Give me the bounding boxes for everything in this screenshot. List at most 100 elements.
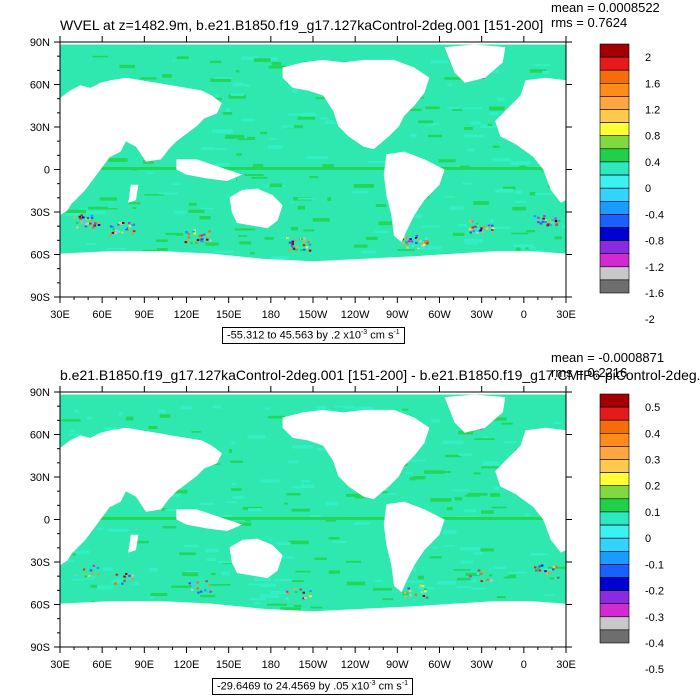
hotspot-pixel (410, 240, 414, 243)
field-speckle (259, 583, 276, 588)
field-speckle (107, 528, 129, 532)
hotspot-pixel (202, 238, 206, 241)
hotspot-pixel (131, 574, 135, 577)
land-mass (229, 538, 283, 579)
hotspot-pixel (303, 237, 306, 240)
contour-unit-2: cm s (375, 680, 402, 693)
field-speckle (303, 229, 315, 232)
field-speckle (413, 476, 426, 480)
hotspot-pixel (469, 575, 472, 578)
hotspot-pixel (90, 214, 94, 217)
colorbar-box (599, 537, 630, 552)
rms-label: rms = 0.2216 (551, 365, 627, 380)
land-mass (282, 59, 430, 150)
field-speckle (491, 226, 510, 229)
field-speckle (501, 422, 513, 425)
hotspot-pixel (201, 238, 204, 241)
field-speckle (438, 159, 456, 163)
colorbar-label: -0.8 (645, 236, 664, 248)
hotspot-pixel (534, 566, 537, 569)
field-speckle (179, 552, 196, 556)
land-mass (444, 394, 506, 433)
field-speckle (297, 197, 316, 200)
rms-label: rms = 0.7624 (551, 15, 627, 30)
field-speckle (92, 55, 108, 58)
field-speckle (90, 584, 97, 588)
field-speckle (489, 106, 505, 111)
polar-strip (60, 42, 566, 45)
hotspot-pixel (196, 581, 200, 584)
field-speckle (375, 204, 387, 207)
field-speckle (360, 406, 374, 411)
field-speckle (244, 174, 264, 176)
land-mass (60, 468, 121, 553)
field-speckle (159, 414, 171, 418)
colorbar-label: 2 (645, 52, 651, 64)
land-mass (60, 601, 566, 647)
hotspot-pixel (92, 226, 95, 229)
field-speckle (251, 176, 268, 179)
hotspot-pixel (482, 570, 486, 573)
hotspot-pixel (118, 221, 121, 224)
x-tick-label: 90W (386, 659, 409, 671)
hotspot-pixel (472, 229, 475, 232)
hotspot-pixel (299, 588, 302, 591)
field-speckle (447, 82, 453, 86)
hotspot-pixel (420, 591, 424, 594)
field-speckle (372, 587, 392, 591)
colorbar-label: -2 (645, 314, 655, 326)
colorbar-box (599, 406, 630, 421)
hotspot-pixel (555, 224, 558, 227)
hotspot-pixel (115, 234, 118, 236)
hotspot-pixel (190, 588, 194, 591)
panel-2: 30E 60E 90E 120E 150E 180 150W 120W 90W 60W 30W 0 30… (30, 350, 700, 676)
hotspot-pixel (111, 231, 115, 234)
hotspot-pixel (424, 588, 427, 591)
field-speckle (428, 134, 442, 138)
field-speckle (455, 516, 475, 518)
field-speckle (102, 567, 113, 571)
field-speckle (170, 489, 188, 494)
hotspot-pixel (486, 578, 489, 581)
field-speckle (205, 242, 219, 246)
field-speckle (172, 59, 176, 62)
field-speckle (405, 472, 413, 474)
colorbar-box (599, 564, 630, 578)
field-speckle (252, 163, 264, 167)
hotspot-pixel (485, 223, 489, 226)
hotspot-pixel (537, 567, 540, 570)
field-speckle (66, 209, 87, 213)
field-speckle (199, 216, 211, 220)
field-speckle (554, 236, 563, 240)
contour-unit-exp-2: -1 (401, 680, 409, 687)
field-speckle (288, 460, 299, 464)
field-speckle (353, 244, 368, 248)
field-speckle (225, 134, 245, 139)
field-speckle (492, 145, 500, 148)
contour-unit-1: cm s (367, 329, 394, 342)
field-speckle (450, 206, 465, 210)
field-speckle (241, 118, 255, 122)
field-speckle (320, 117, 328, 120)
hotspot-pixel (195, 241, 198, 244)
field-speckle (288, 540, 309, 545)
x-tick-label: 150E (216, 309, 242, 321)
field-speckle (86, 416, 93, 420)
hotspot-pixel (208, 230, 211, 233)
hotspot-pixel (543, 215, 546, 218)
colorbar-box (599, 69, 630, 84)
field-speckle (72, 553, 77, 556)
field-speckle (465, 572, 481, 576)
field-speckle (65, 212, 82, 216)
colorbar-box (599, 122, 630, 136)
hotspot-pixel (112, 228, 115, 231)
hotspot-pixel (131, 224, 134, 227)
x-tick-label: 30W (470, 659, 493, 671)
hotspot-pixel (535, 569, 538, 572)
field-speckle (235, 522, 252, 526)
field-speckle (325, 501, 339, 506)
hotspot-pixel (479, 229, 482, 232)
field-speckle (173, 210, 186, 215)
hotspot-pixel (414, 593, 418, 596)
field-speckle (70, 429, 75, 433)
